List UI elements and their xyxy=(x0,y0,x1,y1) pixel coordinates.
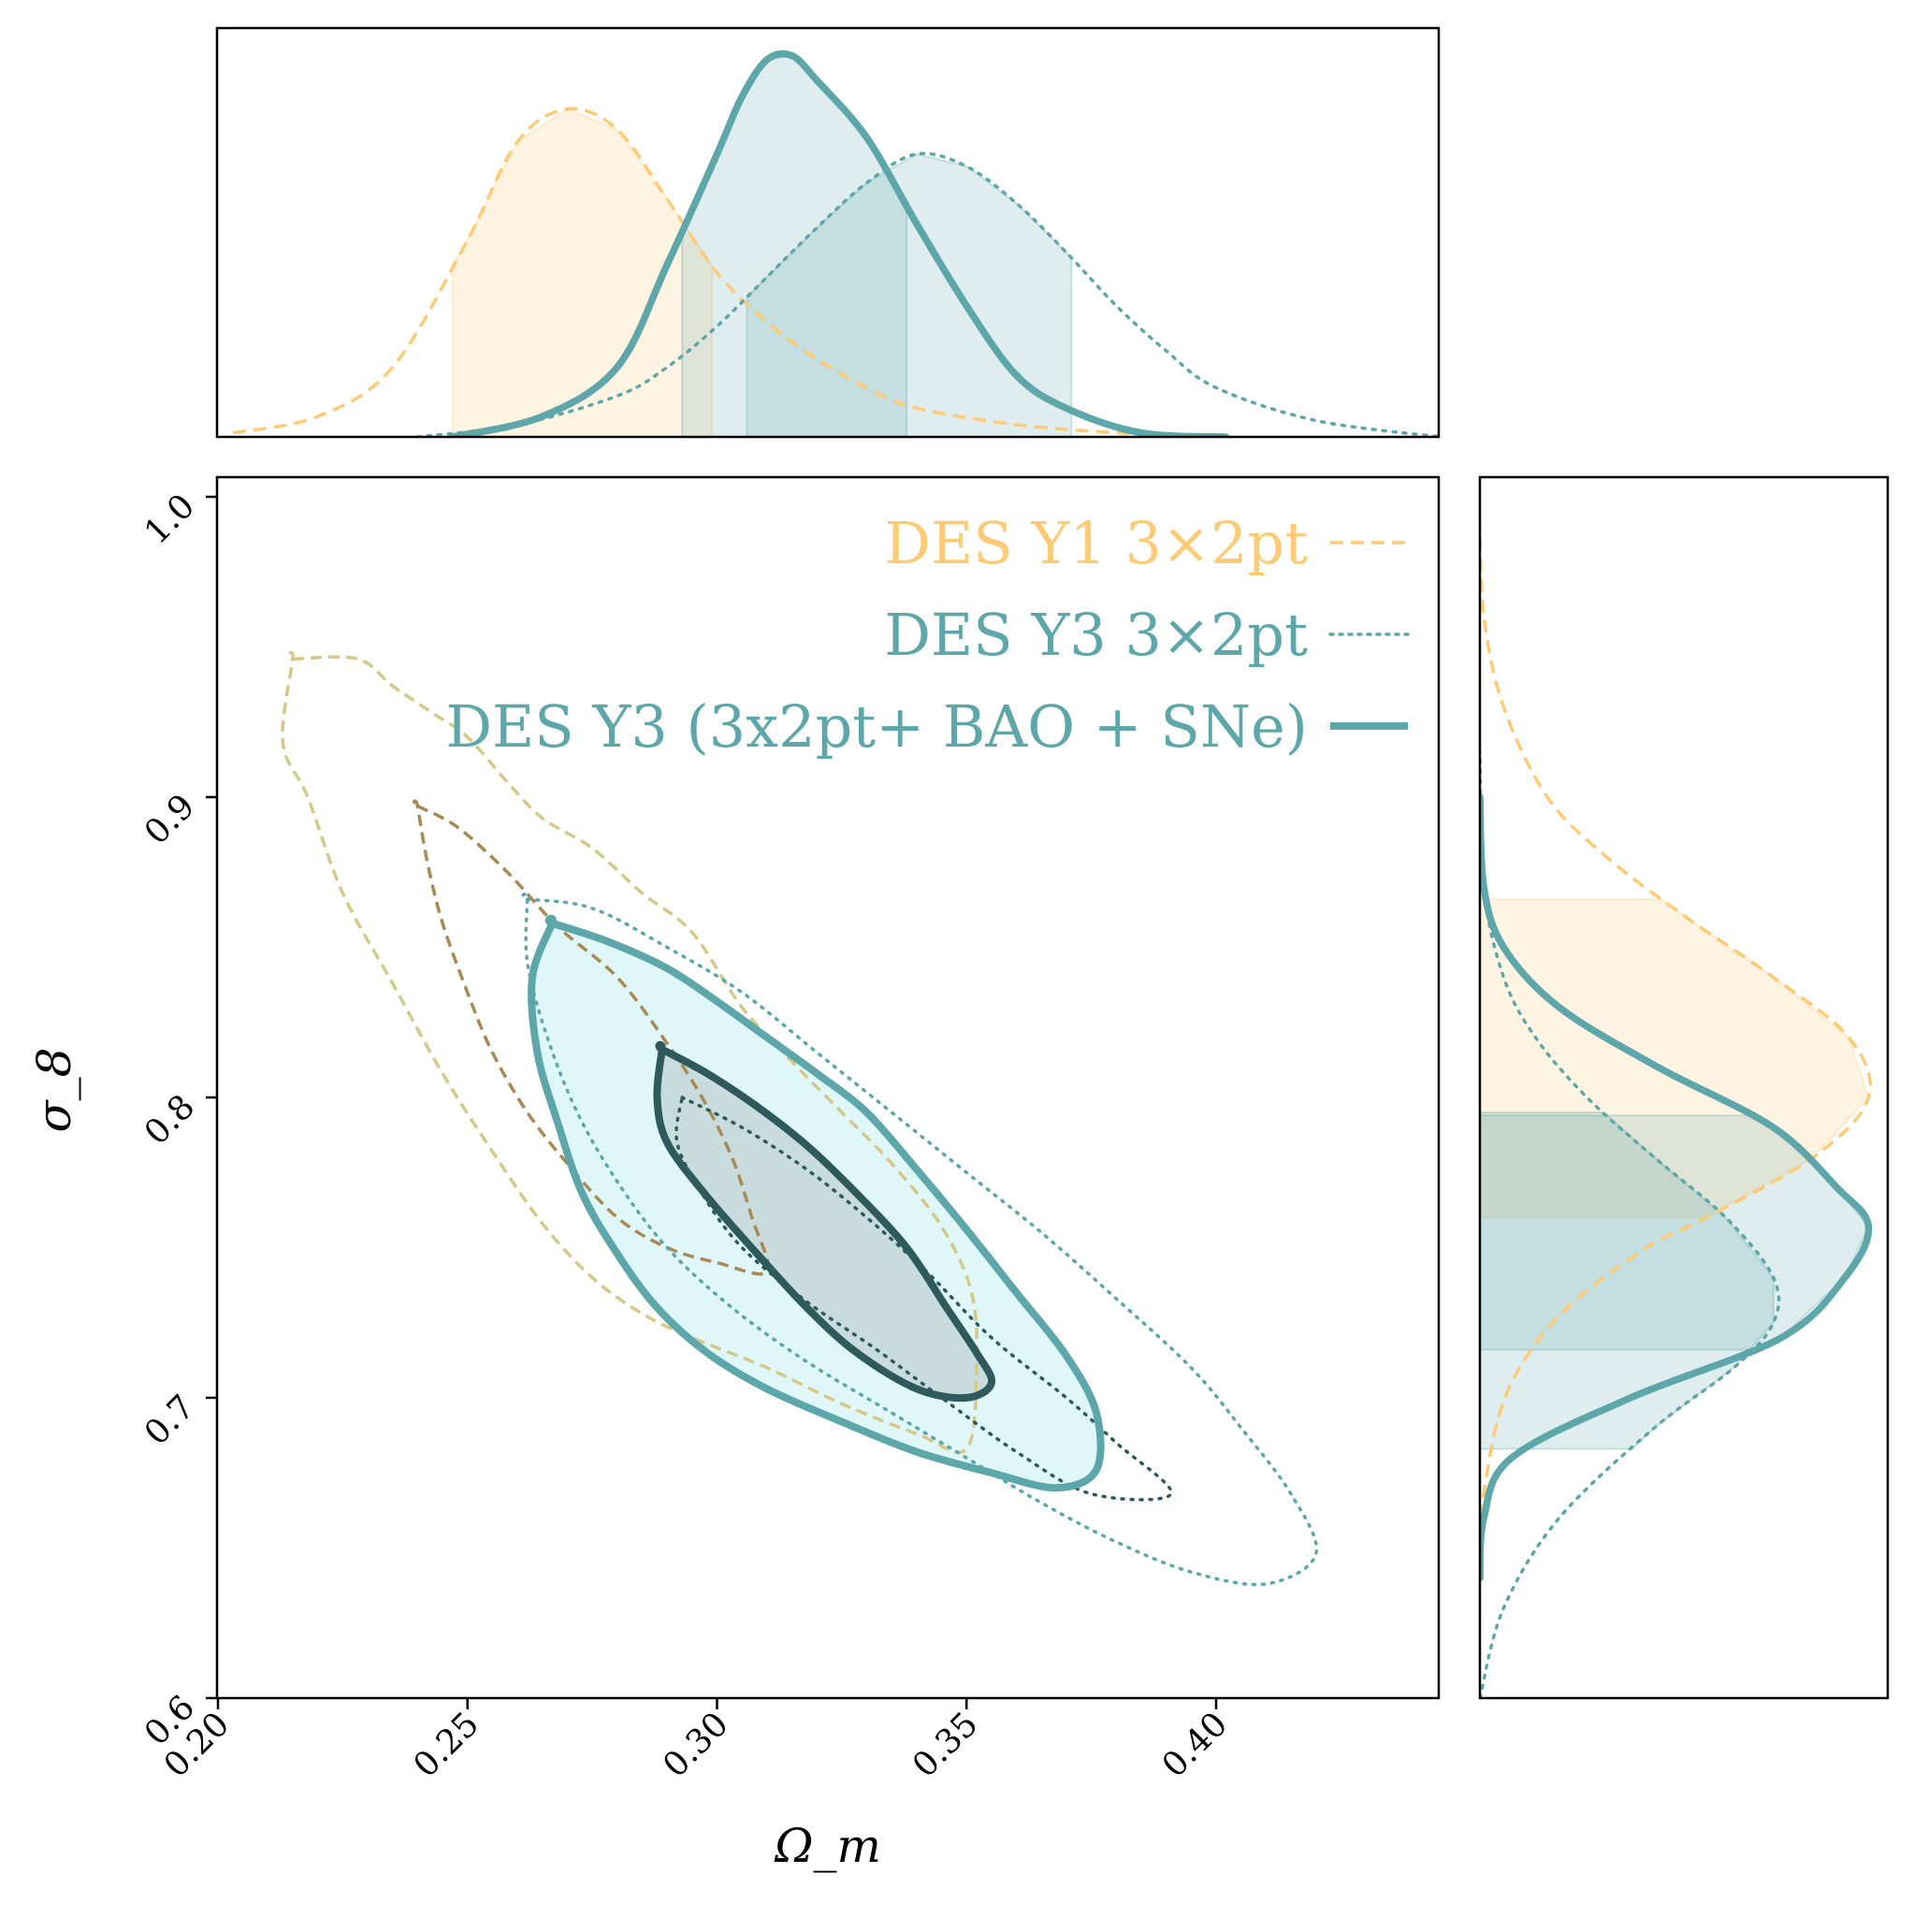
legend-label-combined: DES Y3 (3x2pt+ BAO + SNe) xyxy=(445,692,1308,761)
x-axis-label: Ω_m xyxy=(774,1819,881,1873)
top-panel-frame xyxy=(215,26,1441,439)
s8-marginal-curve-1 xyxy=(1480,750,1781,1698)
legend-label-y3: DES Y3 3×2pt xyxy=(884,601,1308,669)
legend: DES Y1 3×2pt DES Y3 3×2pt DES Y3 (3x2pt+… xyxy=(445,509,1410,761)
x-axis-ticks: 0.20 0.25 0.30 0.35 0.40 xyxy=(157,1698,1236,1785)
combined-contour95 xyxy=(528,914,1105,1492)
s8-marginal-curve-2 xyxy=(1480,793,1873,1582)
s8-marginal-curves xyxy=(1480,527,1873,1698)
om-marginal-curve-2 xyxy=(448,50,1230,437)
y-tick-label: 0.8 xyxy=(138,1087,202,1152)
om-interval68-0 xyxy=(451,109,714,437)
legend-label-y1: DES Y1 3×2pt xyxy=(884,509,1308,577)
om-marginal-curve-0 xyxy=(232,107,1217,437)
om-marginal-curves xyxy=(232,50,1439,437)
main-panel-frame xyxy=(215,475,1441,1700)
s8-marginal-curve-0 xyxy=(1480,527,1873,1518)
om-marginal-curve-1 xyxy=(415,152,1439,437)
posterior-contours xyxy=(281,651,1319,1587)
y-tick-label: 1.0 xyxy=(138,487,202,551)
x-tick-label: 0.30 xyxy=(656,1705,736,1785)
om-marginal-fills xyxy=(451,55,1073,437)
right-panel-frame xyxy=(1478,475,1890,1700)
x-tick-label: 0.25 xyxy=(406,1705,486,1785)
x-tick-label: 0.35 xyxy=(906,1705,986,1785)
combined-contour68-fill xyxy=(657,1044,993,1399)
combined-contour68 xyxy=(653,1040,996,1402)
x-tick-label: 0.40 xyxy=(1155,1705,1236,1785)
y-tick-label: 0.7 xyxy=(138,1387,202,1452)
om-interval68-2 xyxy=(681,55,908,437)
top-marginal-panel xyxy=(215,26,1441,439)
right-marginal-panel xyxy=(1478,475,1890,1700)
s8-marginal-fills xyxy=(1480,898,1870,1450)
main-contour-panel: 0.20 0.25 0.30 0.35 0.40 0.60.70.80.91.0 xyxy=(138,475,1441,1785)
y-tick-label: 0.9 xyxy=(138,787,202,851)
y-axis-label: σ_8 xyxy=(27,1048,81,1133)
y1-contour68 xyxy=(413,799,770,1276)
y-axis-ticks: 0.60.70.80.91.0 xyxy=(138,487,217,1753)
